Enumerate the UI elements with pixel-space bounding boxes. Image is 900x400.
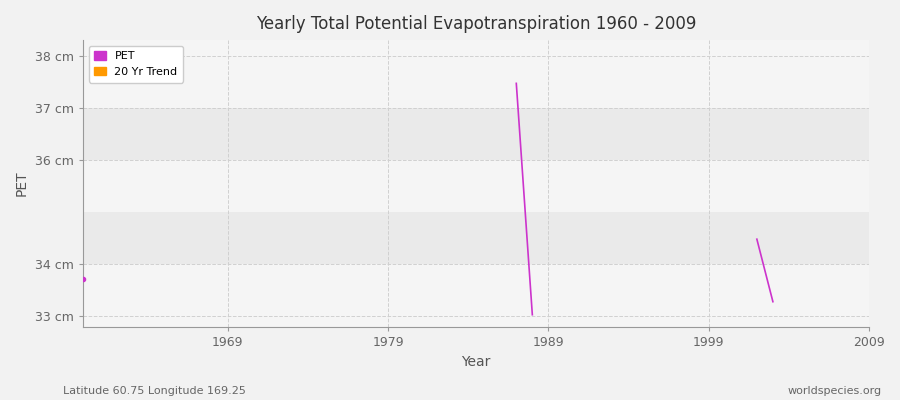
Text: worldspecies.org: worldspecies.org <box>788 386 882 396</box>
Bar <box>84 160 869 212</box>
X-axis label: Year: Year <box>462 355 490 369</box>
Title: Yearly Total Potential Evapotranspiration 1960 - 2009: Yearly Total Potential Evapotranspiratio… <box>256 15 697 33</box>
Y-axis label: PET: PET <box>15 171 29 196</box>
Bar <box>84 56 869 108</box>
Legend: PET, 20 Yr Trend: PET, 20 Yr Trend <box>89 46 183 82</box>
Bar <box>84 264 869 316</box>
Text: Latitude 60.75 Longitude 169.25: Latitude 60.75 Longitude 169.25 <box>63 386 246 396</box>
Bar <box>84 108 869 160</box>
Bar <box>84 212 869 264</box>
